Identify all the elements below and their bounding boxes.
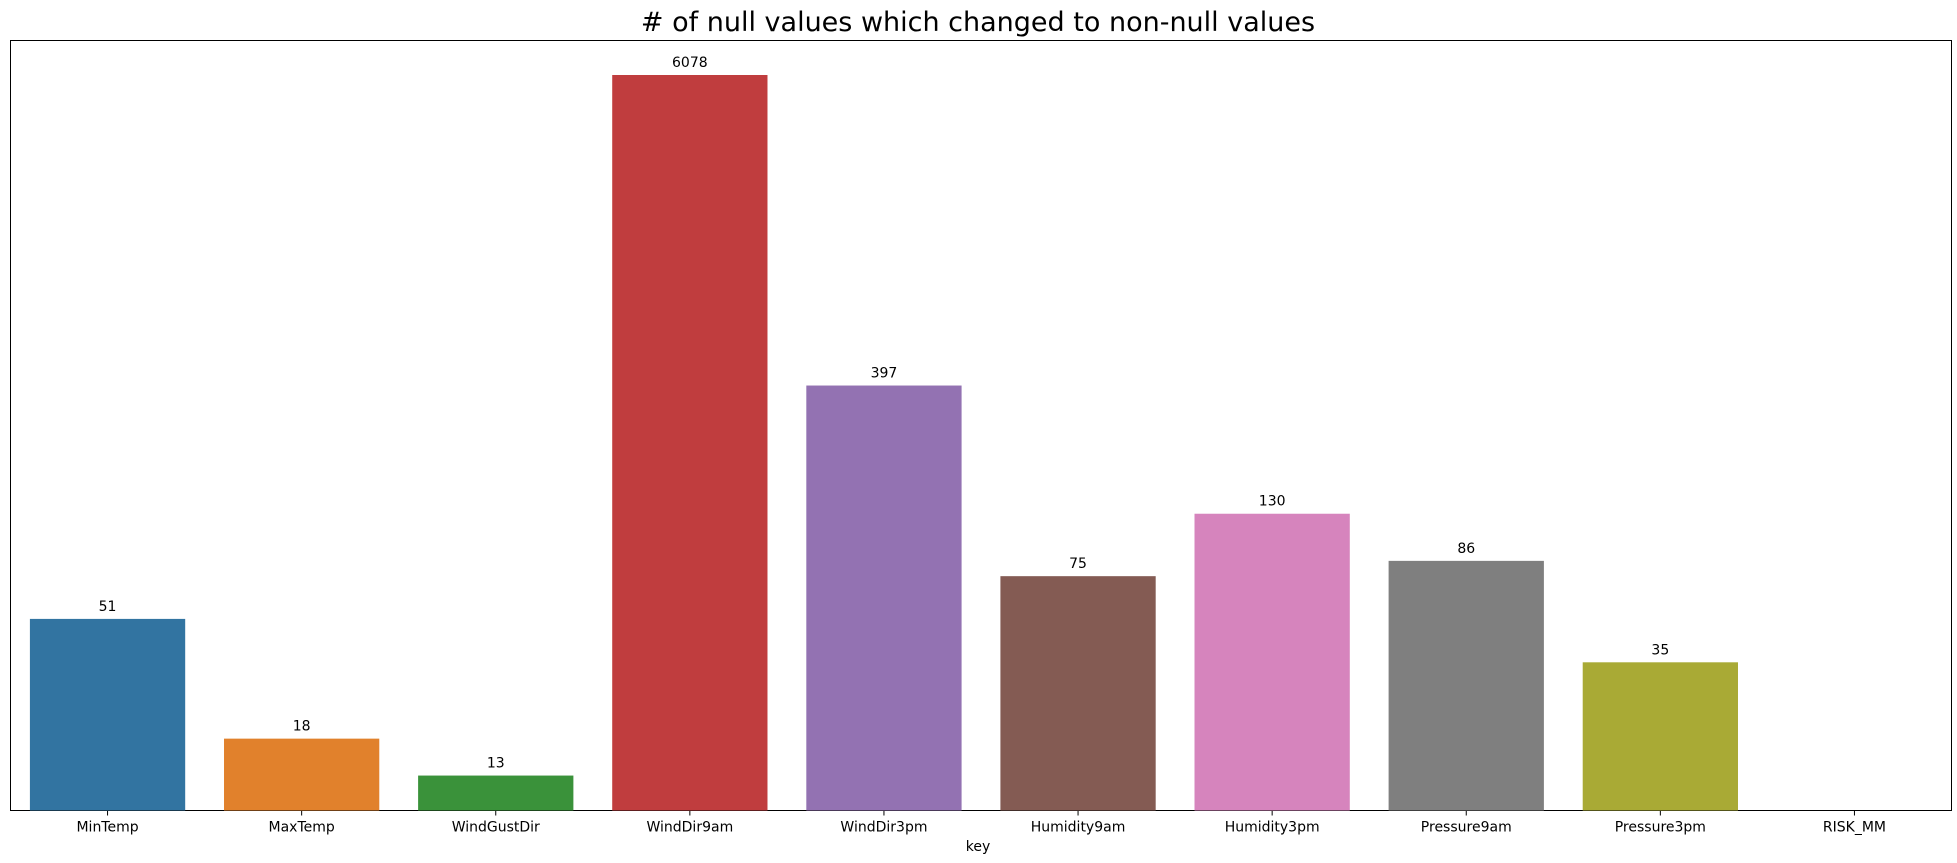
bar-pressure3pm [1582,662,1738,811]
bar-windgustdir [418,775,574,811]
bar-value-label: 130 [1259,494,1286,510]
bar-humidity9am [1000,576,1156,811]
x-axis-ticks: MinTemp MaxTemp WindGustDir WindDir9am WindD… [76,810,1886,836]
x-tick-label: WindDir3pm [840,820,927,836]
x-tick-label: Pressure3pm [1615,820,1706,836]
bar-value-label: 75 [1069,556,1087,572]
x-tick-label: WindDir9am [646,820,733,836]
bar-maxtemp [224,738,380,811]
chart-title: # of null values which changed to non-nu… [641,7,1315,38]
x-tick-label: Pressure9am [1421,820,1512,836]
x-axis-label: key [966,839,991,855]
bar-value-label: 35 [1651,642,1669,658]
bars-group [29,75,1738,811]
bar-value-label: 6078 [672,55,708,71]
bar-value-labels: 51 18 13 6078 397 75 130 86 35 [99,55,1670,772]
bar-winddir9am [612,75,768,811]
x-tick-label: Humidity3pm [1225,820,1320,836]
bar-pressure9am [1388,560,1544,811]
x-tick-label: RISK_MM [1823,820,1886,836]
x-tick-label: WindGustDir [452,820,540,836]
bar-value-label: 13 [487,756,505,772]
x-tick-label: Humidity9am [1031,820,1126,836]
plot-area [10,40,1952,811]
x-tick-label: MinTemp [76,820,138,836]
x-tick-label: MaxTemp [269,820,335,836]
bar-value-label: 18 [293,719,311,735]
bar-value-label: 86 [1457,541,1475,557]
bar-humidity3pm [1194,513,1350,811]
bar-mintemp [29,618,186,811]
bar-value-label: 51 [99,599,117,615]
bar-winddir3pm [806,385,962,811]
bar-value-label: 397 [871,366,898,382]
